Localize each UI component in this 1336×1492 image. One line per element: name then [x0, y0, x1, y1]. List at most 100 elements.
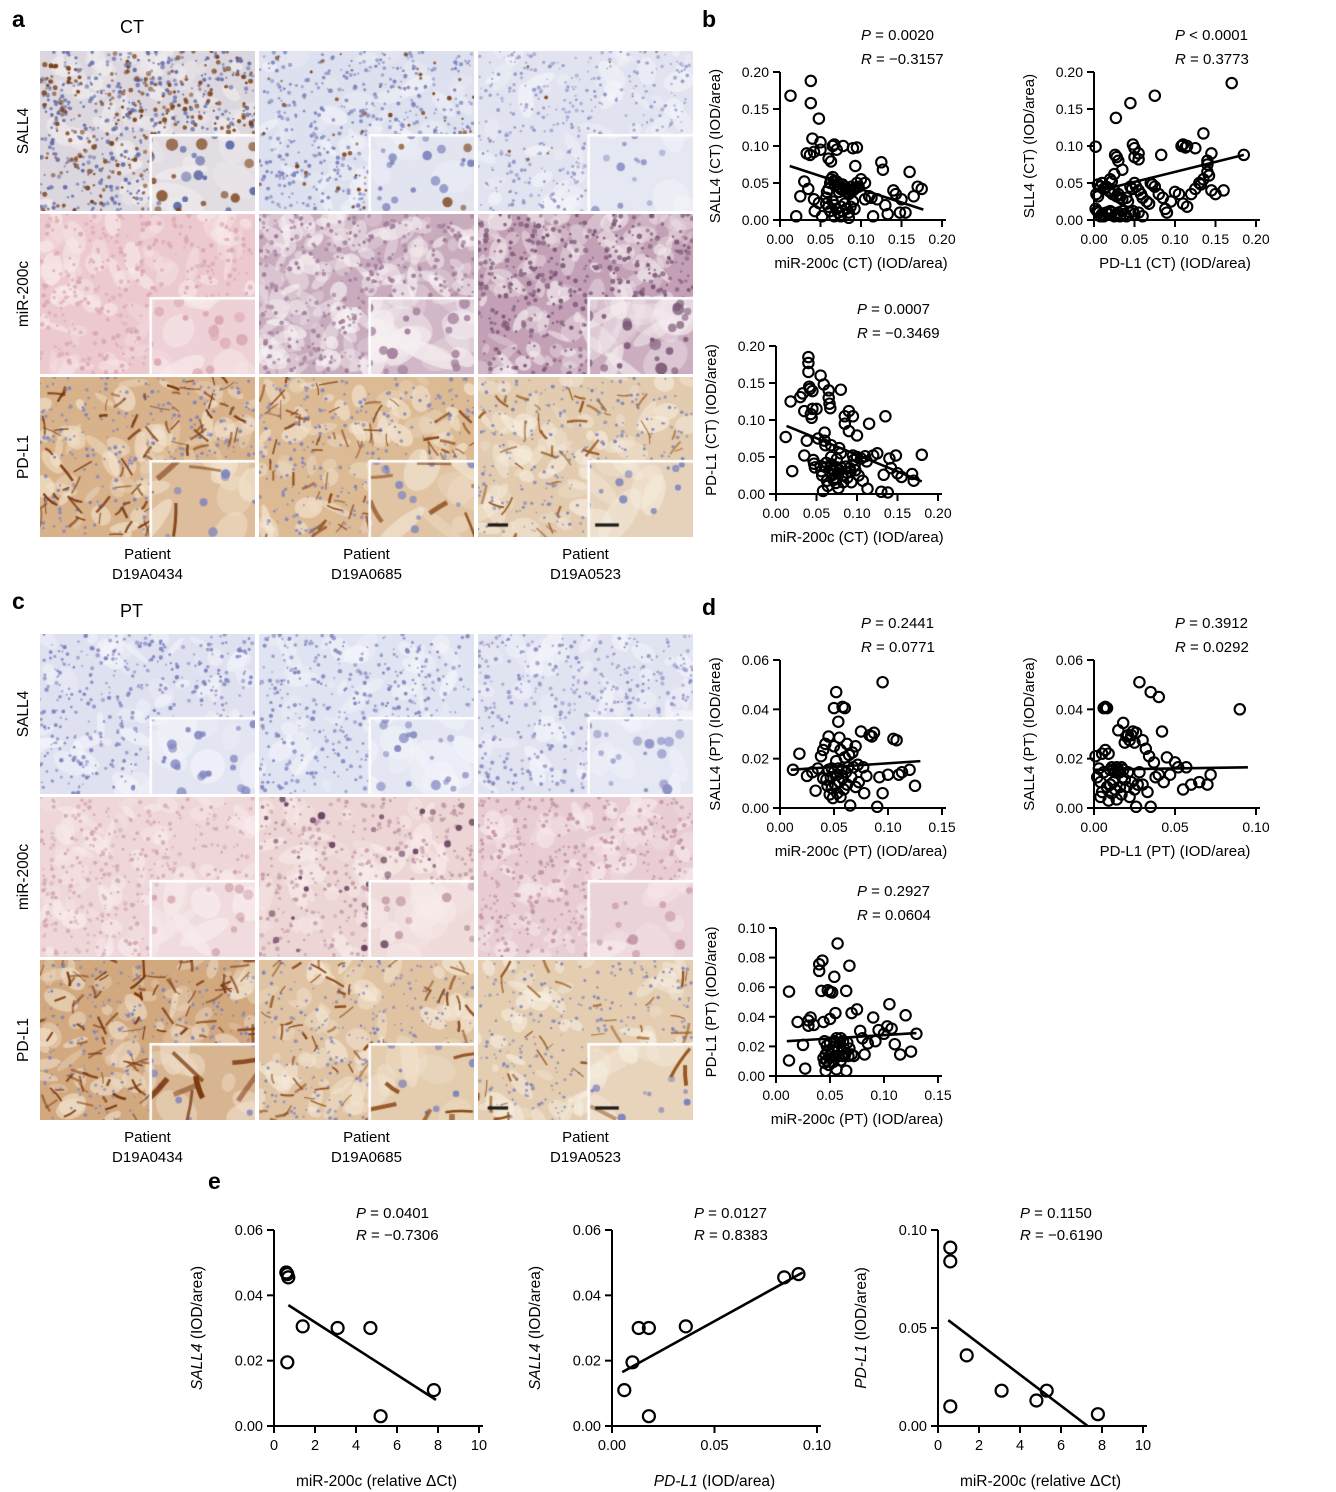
y-tick-label: 0.05 [899, 1321, 927, 1337]
y-tick-label: 0.02 [742, 751, 769, 767]
x-tick-label: 2 [311, 1438, 319, 1454]
y-tick-label: 0.02 [738, 1038, 765, 1054]
data-point [889, 449, 903, 462]
data-point [850, 141, 864, 154]
p-value-text: P < 0.0001 [1175, 27, 1248, 44]
x-tick-label: 0.10 [847, 231, 874, 247]
data-point [1157, 775, 1170, 789]
data-point [807, 145, 821, 159]
data-point [814, 143, 827, 156]
data-point [828, 210, 841, 223]
data-point [804, 96, 818, 110]
ihc-a-sall4-d19a0523 [478, 51, 693, 211]
x-tick-label: 0.05 [807, 231, 834, 247]
data-point [943, 1399, 958, 1414]
r-value-text: R = 0.0604 [857, 907, 931, 924]
patient-line1: Patient [124, 1129, 171, 1146]
ihc-c-mir200c-d19a0434 [40, 797, 255, 957]
patient-line2: D19A0523 [550, 1149, 621, 1167]
ihc-a-pdl1-d19a0685 [259, 377, 474, 537]
y-tick-label: 0.00 [738, 1068, 765, 1084]
y-tick-label: 0.05 [1056, 175, 1083, 191]
panel-a-label: a [12, 6, 25, 32]
data-point [791, 1266, 806, 1282]
y-tick-label: 0.02 [235, 1354, 263, 1370]
y-tick-label: 0.06 [742, 652, 769, 668]
x-axis-label: miR-200c (relative ΔCt) [960, 1473, 1121, 1490]
y-tick-label: 0.05 [738, 449, 765, 465]
data-point [1139, 742, 1153, 756]
data-point [838, 701, 852, 715]
data-point [802, 356, 815, 370]
y-tick-label: 0.20 [742, 64, 769, 80]
r-value-text: R = 0.0771 [861, 639, 935, 656]
x-tick-label: 0 [934, 1438, 942, 1454]
x-tick-label: 0.15 [884, 505, 911, 521]
data-point [915, 448, 929, 462]
p-value-text: P = 0.0401 [356, 1205, 429, 1222]
data-point [810, 402, 823, 416]
data-point [641, 1320, 656, 1336]
r-value-text: R = −0.3469 [857, 325, 940, 342]
data-point [1102, 747, 1115, 760]
data-point [641, 1409, 656, 1424]
data-point [904, 1045, 918, 1058]
data-point [816, 954, 829, 967]
x-tick-label: 0.15 [1202, 231, 1229, 247]
data-point [363, 1320, 378, 1336]
row-label-pdl1-a: PD-L1 [15, 435, 32, 479]
data-point [831, 937, 844, 950]
data-point [1109, 111, 1123, 125]
y-tick-label: 0.00 [1056, 800, 1083, 816]
data-point [850, 1003, 864, 1016]
scatter-plot-d1: 0.00 0.02 0.04 0.06 0.00 0.05 0.10 0.15 SALL4 (P… [707, 615, 956, 860]
data-point [1233, 703, 1247, 716]
x-tick-label: 8 [434, 1438, 442, 1454]
panel-c-title: PT [120, 601, 144, 621]
data-point [779, 430, 792, 444]
data-point [1089, 749, 1102, 763]
patient-line2: D19A0685 [331, 1149, 402, 1167]
y-tick-label: 0.00 [573, 1419, 601, 1435]
data-point [1148, 89, 1162, 102]
data-point [1131, 778, 1144, 791]
data-point [809, 784, 822, 797]
p-value-text: P = 0.2927 [857, 883, 930, 900]
x-tick-label: 0.05 [1121, 231, 1148, 247]
data-point [791, 1015, 804, 1029]
x-tick-label: 0.05 [820, 819, 847, 835]
x-tick-label: 0.15 [888, 231, 915, 247]
data-point [1090, 1407, 1105, 1422]
row-label-sall4-a: SALL4 [15, 107, 32, 155]
data-point [1193, 775, 1206, 789]
data-point [812, 112, 826, 125]
data-point [1204, 768, 1217, 781]
data-point [1217, 184, 1230, 197]
trend-line [790, 759, 921, 772]
x-tick-label: 0.10 [1161, 231, 1188, 247]
patient-line1: Patient [343, 1129, 390, 1146]
r-value-text: R = −0.7306 [356, 1227, 439, 1244]
y-axis-label: SALL4 (PT) (IOD/area) [707, 657, 724, 810]
data-point [798, 1062, 812, 1075]
ihc-c-sall4-d19a0685 [259, 634, 474, 794]
data-point [802, 182, 815, 196]
data-point [850, 429, 864, 442]
data-point [1099, 743, 1112, 757]
data-point [903, 763, 916, 777]
x-tick-label: 8 [1098, 1438, 1106, 1454]
trend-line [287, 1304, 437, 1401]
data-point [1180, 139, 1194, 153]
data-point [861, 482, 874, 496]
data-point [1160, 206, 1174, 219]
patient-label-a-3: Patient D19A0523 [478, 545, 693, 586]
trend-line [621, 1271, 804, 1374]
data-point [832, 715, 845, 728]
data-point [802, 1019, 815, 1032]
x-tick-label: 0.00 [598, 1438, 626, 1454]
data-point [814, 136, 827, 149]
data-point [895, 765, 909, 779]
ihc-a-mir200c-d19a0523 [478, 214, 693, 374]
ihc-c-sall4-d19a0523 [478, 634, 693, 794]
data-point [803, 382, 817, 396]
